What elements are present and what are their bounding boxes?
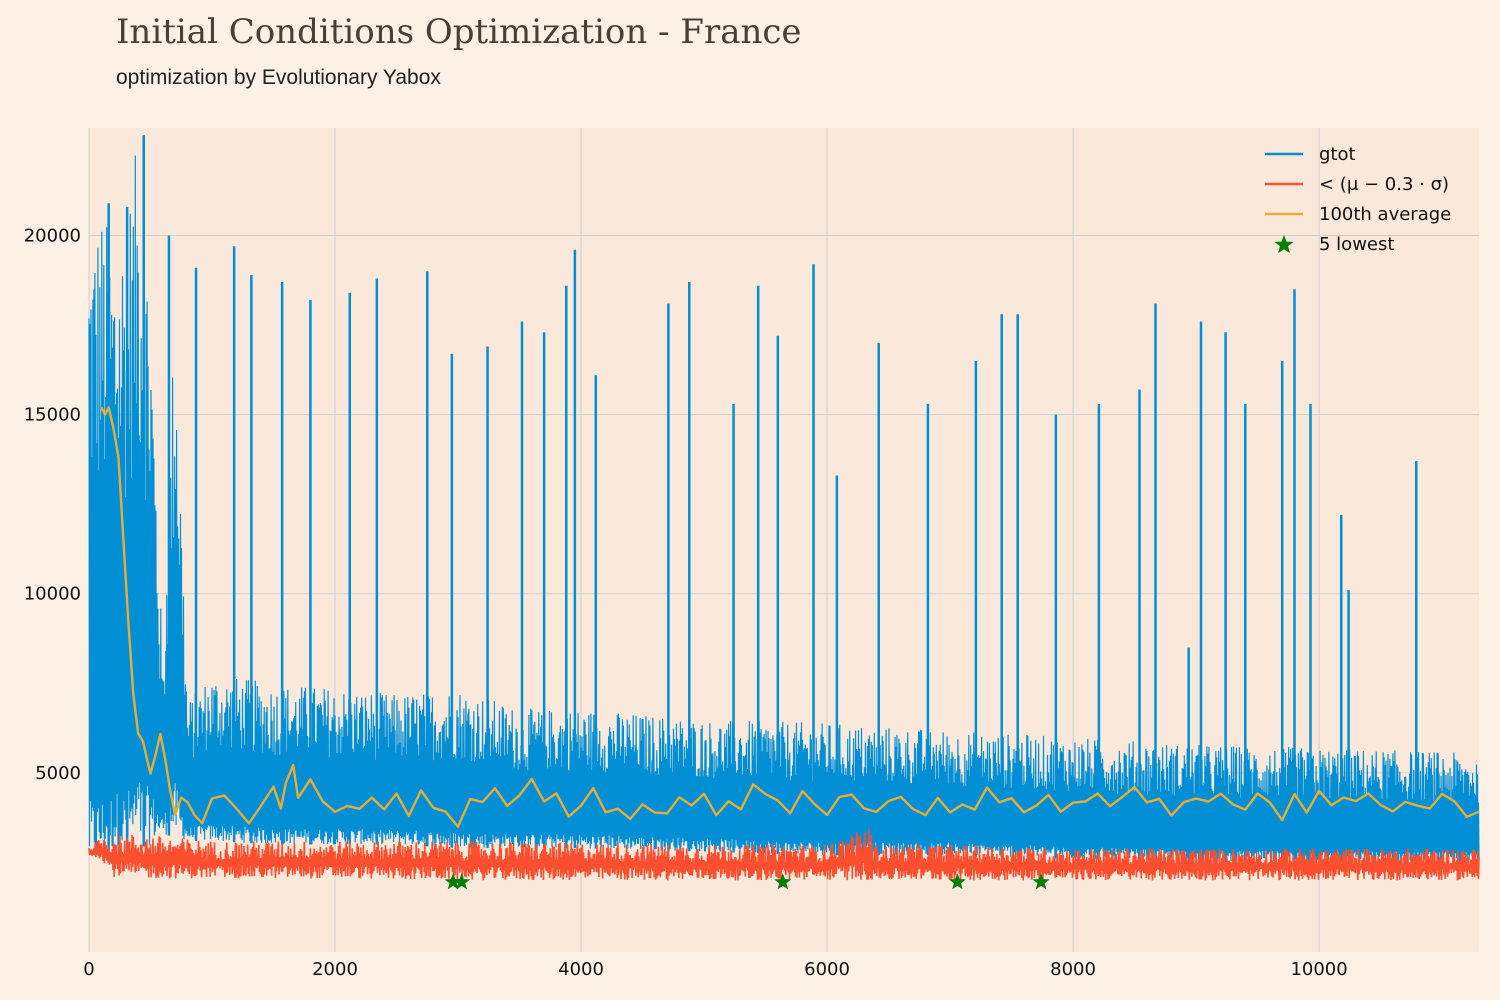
chart-title: Initial Conditions Optimization - France bbox=[116, 12, 802, 52]
legend-label: 100th average bbox=[1319, 204, 1451, 225]
series-layer bbox=[88, 135, 1480, 890]
lowest-point bbox=[444, 873, 462, 890]
lowest-point bbox=[453, 873, 471, 890]
lowest-point bbox=[774, 873, 792, 890]
x-tick-label: 10000 bbox=[1290, 959, 1347, 980]
legend-label: gtot bbox=[1319, 144, 1356, 165]
legend: gtot < (μ − 0.3 · σ) 100th average 5 lowest bbox=[1265, 144, 1451, 255]
gtot-line bbox=[88, 155, 1480, 863]
average-line bbox=[100, 406, 1480, 828]
x-tick-label: 2000 bbox=[312, 959, 358, 980]
tick-labels: 0 2000 4000 6000 8000 10000 5000 10000 15000 2000… bbox=[24, 225, 1348, 980]
chart-subtitle: optimization by Evolutionary Yabox bbox=[116, 66, 441, 89]
lowest-point bbox=[1032, 873, 1050, 890]
lowest-point bbox=[948, 873, 966, 890]
y-tick-label: 10000 bbox=[24, 584, 81, 605]
x-tick-label: 0 bbox=[83, 959, 94, 980]
y-tick-label: 15000 bbox=[24, 405, 81, 426]
x-tick-label: 6000 bbox=[804, 959, 850, 980]
y-tick-label: 20000 bbox=[24, 225, 81, 246]
legend-label: 5 lowest bbox=[1319, 234, 1394, 255]
x-tick-label: 4000 bbox=[558, 959, 604, 980]
threshold-line bbox=[88, 829, 1480, 881]
x-tick-label: 8000 bbox=[1050, 959, 1096, 980]
legend-swatch bbox=[1274, 235, 1294, 254]
legend-label: < (μ − 0.3 · σ) bbox=[1319, 174, 1449, 195]
y-tick-label: 5000 bbox=[35, 763, 81, 784]
